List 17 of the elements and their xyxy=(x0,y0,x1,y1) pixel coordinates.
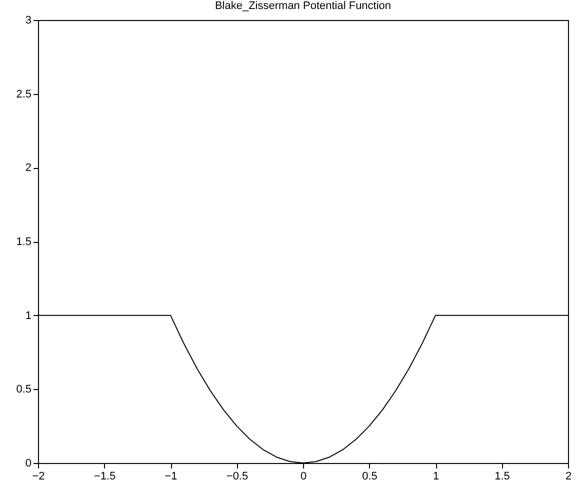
x-tick-label: 0.5 xyxy=(362,470,378,482)
x-tick-label: 0 xyxy=(300,470,307,482)
x-tick-label: 1 xyxy=(432,470,440,482)
y-tick-label: 1 xyxy=(25,310,32,322)
y-tick-label: 1.5 xyxy=(16,236,32,248)
x-tick-label: 2 xyxy=(565,470,572,482)
x-tick-label: −2 xyxy=(32,470,45,482)
y-tick-label: 0.5 xyxy=(16,384,32,396)
x-tick-label: −0.5 xyxy=(226,470,248,482)
x-tick-label: −1.5 xyxy=(94,470,116,482)
y-tick-label: 2.5 xyxy=(16,88,32,100)
x-tick-label: 1.5 xyxy=(494,470,510,482)
y-tick-label: 0 xyxy=(25,458,32,470)
chart-title: Blake_Zisserman Potential Function xyxy=(214,0,392,12)
y-tick-label: 2 xyxy=(25,162,32,174)
x-tick-label: −1 xyxy=(164,470,178,482)
y-tick-label: 3 xyxy=(25,14,32,26)
